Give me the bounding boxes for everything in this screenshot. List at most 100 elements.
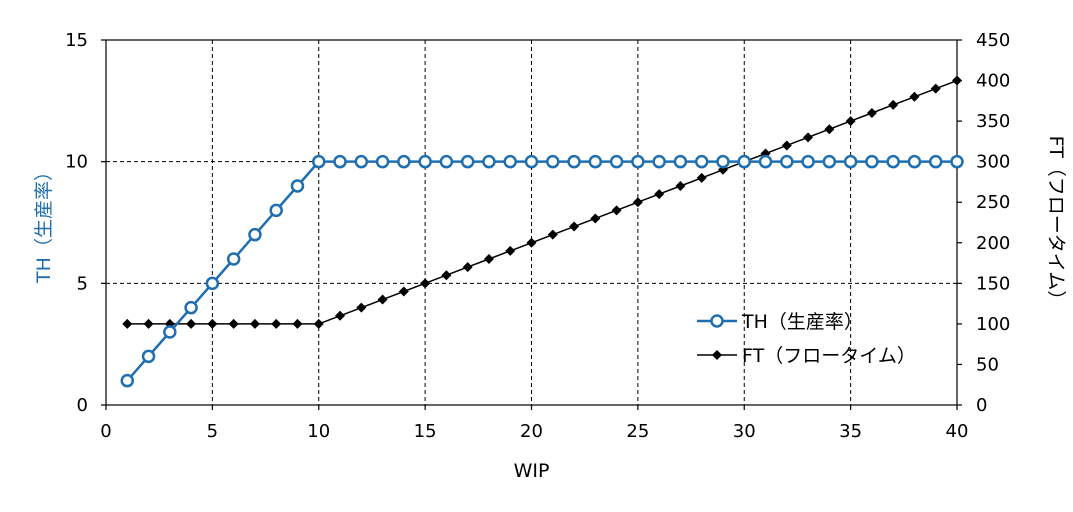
th-point [865,154,879,169]
th-point [482,154,496,169]
y-left-tick-label: 10 [65,152,88,173]
x-axis-title: WIP [514,460,550,482]
th-point [822,154,837,169]
ft-point [271,318,282,329]
th-point [928,154,943,169]
y-right-tick-label: 450 [976,30,1010,51]
ft-point [292,318,303,329]
y-left-tick-label: 15 [65,30,88,51]
th-point [694,154,709,169]
ft-point [249,318,260,329]
series-layer [120,75,964,388]
y-right-axis-ticks: 0 50 100 150 200 250 300 350 400 450 [957,30,1010,416]
legend-ft-label: FT（フロータイム） [742,345,916,367]
th-point [120,373,135,388]
ft-point [888,99,899,110]
th-point [503,154,517,169]
th-point [758,154,773,169]
ft-point [803,132,814,143]
ft-point [398,286,409,297]
th-point [780,154,794,169]
ft-point [420,278,431,289]
th-point [886,154,900,169]
ft-point [207,318,218,329]
th-point [141,349,156,364]
x-tick-label: 25 [626,421,649,442]
th-point [375,154,390,169]
th-point [418,154,432,169]
ft-point [845,116,856,127]
th-point [205,276,220,291]
ft-point [632,197,643,208]
y-left-axis-title: TH（生産率） [33,162,55,284]
th-point [843,154,858,169]
ft-point [654,189,665,200]
th-point [716,154,730,169]
y-right-tick-label: 150 [976,273,1010,294]
x-axis-ticks: 0 5 10 15 20 25 30 35 40 [100,405,968,442]
th-point [652,154,666,169]
ft-point [483,254,494,264]
th-point [269,203,283,218]
ft-point [526,237,537,248]
x-tick-label: 10 [307,421,330,442]
th-point [737,154,751,169]
y-right-tick-label: 200 [976,233,1010,254]
ft-point [866,108,877,118]
legend-th-marker [710,314,724,328]
x-tick-label: 20 [520,421,543,442]
y-left-axis-ticks: 0 5 10 15 [65,30,106,416]
ft-point [313,318,324,329]
th-point [333,154,347,169]
legend: TH（生産率） FT（フロータイム） [697,311,916,367]
x-tick-label: 35 [839,421,862,442]
x-tick-label: 30 [733,421,756,442]
x-tick-label: 0 [100,421,111,442]
y-right-tick-label: 400 [976,71,1010,92]
ft-point [909,91,920,102]
th-point [460,154,475,169]
th-point [163,325,177,339]
th-point [546,154,560,169]
ft-point [781,140,792,151]
th-point [226,252,241,266]
th-point [588,154,603,169]
x-tick-label: 5 [207,421,218,442]
y-right-tick-label: 300 [976,152,1010,173]
ft-point [675,181,686,191]
th-point [184,300,198,315]
legend-item-th: TH（生産率） [697,311,863,333]
ft-point [462,262,473,273]
y-right-tick-label: 100 [976,314,1010,335]
legend-item-ft: FT（フロータイム） [697,345,916,367]
ft-point [611,205,622,216]
legend-th-label: TH（生産率） [741,311,863,333]
th-point [397,154,411,169]
th-point [524,154,539,169]
ft-point [696,172,707,183]
ft-point [547,229,558,240]
ft-point [143,318,154,329]
th-point [312,154,326,169]
ft-point [590,213,601,224]
th-point [950,154,964,169]
ft-series-line [127,79,958,325]
ft-point [228,318,239,329]
ft-point [122,318,133,329]
th-point [609,154,624,169]
y-right-tick-label: 250 [976,192,1010,213]
legend-ft-marker [712,350,722,360]
ft-point [356,302,367,313]
ft-point [952,75,962,86]
ft-point [335,310,346,321]
ft-point [186,318,197,329]
x-tick-label: 15 [414,421,437,442]
th-point [290,179,305,193]
ft-point [377,294,388,305]
th-point [673,154,688,169]
y-left-tick-label: 5 [77,273,88,294]
th-point [801,154,815,169]
th-point [248,227,262,242]
th-point [567,154,581,169]
